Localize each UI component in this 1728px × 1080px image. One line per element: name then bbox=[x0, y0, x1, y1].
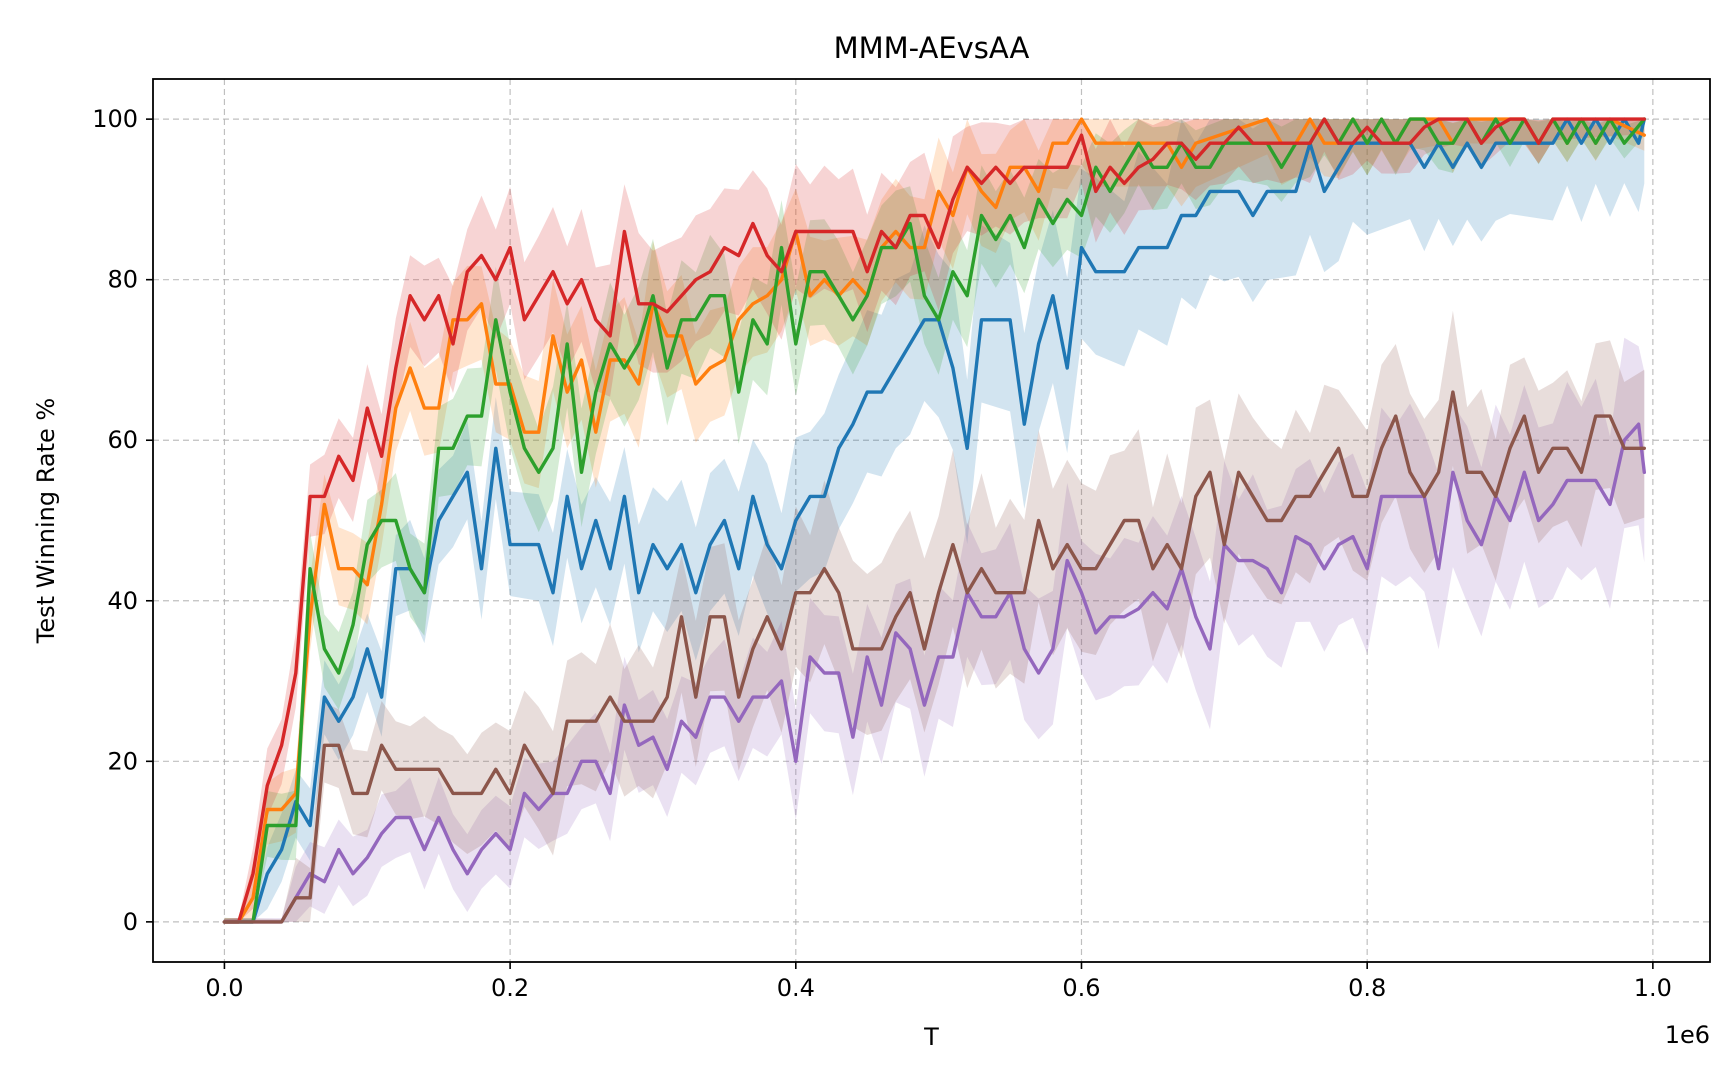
series-4-line bbox=[222, 117, 1647, 924]
chart-title: MMM-AEvsAA bbox=[834, 31, 1030, 65]
y-tick-label: 80 bbox=[107, 266, 138, 294]
x-tick-label: 0.2 bbox=[491, 974, 529, 1002]
y-axis-label: Test Winning Rate % bbox=[32, 398, 60, 644]
x-axis-offset-label: 1e6 bbox=[1665, 1021, 1710, 1049]
series-6-line bbox=[222, 390, 1647, 924]
series-3-line bbox=[222, 117, 1647, 924]
axis-ticks: 0.0 0.2 0.4 0.6 0.8 1.0 0 20 40 60 80 100 bbox=[92, 105, 1672, 1002]
y-tick-label: 40 bbox=[107, 587, 138, 615]
y-tick-label: 0 bbox=[123, 908, 138, 936]
series-4-band bbox=[224, 119, 1645, 922]
x-axis-label: T bbox=[923, 1023, 939, 1051]
x-tick-label: 0.4 bbox=[777, 974, 815, 1002]
y-tick-label: 60 bbox=[107, 426, 138, 454]
series-5-band bbox=[224, 337, 1645, 922]
series-1-band bbox=[224, 119, 1645, 922]
series-lines bbox=[222, 117, 1647, 924]
y-tick-label: 20 bbox=[107, 747, 138, 775]
series-2-band bbox=[224, 119, 1645, 922]
x-tick-label: 0.0 bbox=[205, 974, 243, 1002]
series-3-band bbox=[224, 119, 1645, 922]
x-tick-label: 0.6 bbox=[1062, 974, 1100, 1002]
y-tick-label: 100 bbox=[92, 105, 138, 133]
x-tick-label: 0.8 bbox=[1348, 974, 1386, 1002]
plot-frame bbox=[152, 78, 1711, 963]
x-tick-label: 1.0 bbox=[1634, 974, 1672, 1002]
series-5-line bbox=[222, 422, 1647, 924]
